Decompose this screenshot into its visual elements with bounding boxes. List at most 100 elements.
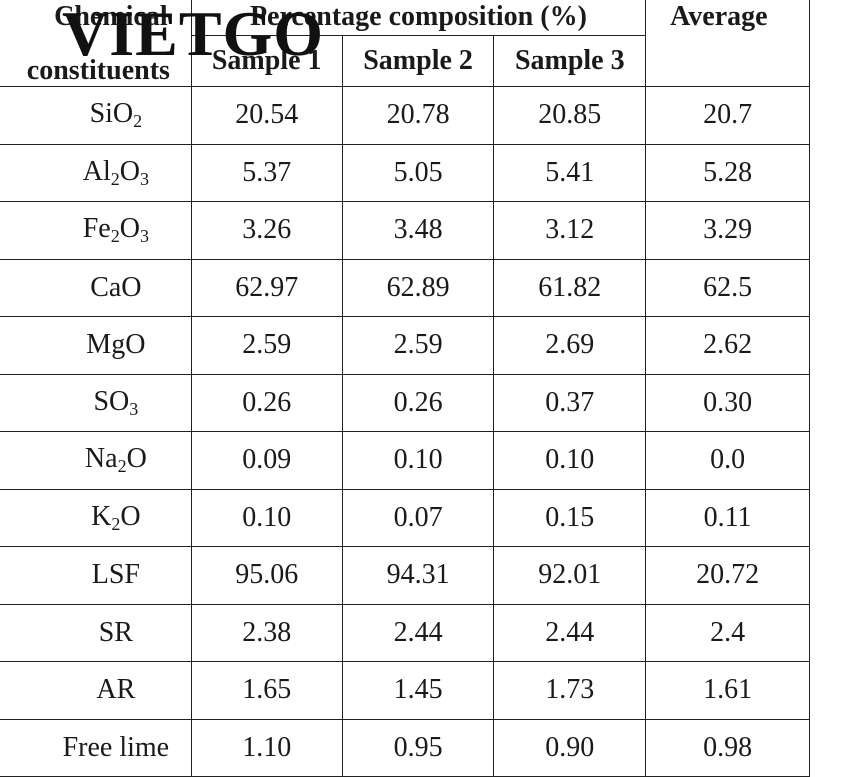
sample-value-cell: 1.45 bbox=[341, 661, 495, 720]
constituent-formula-subscript: 2 bbox=[111, 513, 121, 534]
sample-value-cell: 0.15 bbox=[493, 488, 647, 547]
sample-value-cell: 2.44 bbox=[493, 603, 647, 662]
header-chemical-constituents: Chemical constituents bbox=[0, 0, 192, 87]
sample-value-cell: 0.10 bbox=[493, 431, 647, 490]
constituent-formula-tail: O bbox=[126, 443, 147, 475]
constituent-formula-subscript: 2 bbox=[133, 111, 143, 132]
header-chemical-line1: Chemical bbox=[54, 1, 168, 32]
sample-value-cell: 3.48 bbox=[341, 201, 495, 260]
sample-value-cell: 1.10 bbox=[190, 718, 343, 777]
constituent-cell: MgO bbox=[0, 316, 192, 375]
table-row: Al2O3 5.37 5.05 5.41 5.28 bbox=[0, 143, 810, 202]
constituent-cell: Free lime bbox=[0, 718, 192, 777]
average-cell: 20.7 bbox=[645, 86, 810, 145]
average-cell: 20.72 bbox=[645, 546, 810, 605]
header-chemical-line2: constituents bbox=[26, 55, 170, 86]
constituent-formula-tail: O bbox=[120, 500, 141, 532]
sample-value-cell: 5.05 bbox=[341, 143, 495, 202]
sample-value-cell: 92.01 bbox=[493, 546, 647, 605]
sample-value-cell: 61.82 bbox=[493, 258, 647, 317]
average-cell: 1.61 bbox=[645, 661, 810, 720]
sample-value-cell: 3.26 bbox=[190, 201, 343, 260]
constituent-formula-subscript: 3 bbox=[129, 398, 139, 419]
constituent-formula-subscript: 2 bbox=[117, 456, 127, 477]
constituent-formula-base: K bbox=[91, 500, 112, 532]
table-row: CaO 62.97 62.89 61.82 62.5 bbox=[0, 258, 810, 317]
sample-value-cell: 2.59 bbox=[190, 316, 343, 375]
average-cell: 5.28 bbox=[645, 143, 810, 202]
average-cell: 2.4 bbox=[645, 603, 810, 662]
constituent-formula-base: SR bbox=[98, 616, 133, 648]
table-row: MgO 2.59 2.59 2.69 2.62 bbox=[0, 316, 810, 375]
sample-value-cell: 2.69 bbox=[493, 316, 647, 375]
header-sample-1: Sample 1 bbox=[190, 35, 343, 87]
header-average: Average bbox=[645, 0, 810, 87]
constituent-cell: AR bbox=[0, 661, 192, 720]
table-row: Fe2O3 3.26 3.48 3.12 3.29 bbox=[0, 201, 810, 260]
constituent-cell: LSF bbox=[0, 546, 192, 605]
constituent-formula-tail: O bbox=[119, 155, 140, 187]
constituent-formula-tail: O bbox=[119, 213, 140, 245]
constituent-cell: SR bbox=[0, 603, 192, 662]
constituent-cell: K2O bbox=[0, 488, 192, 547]
constituent-formula-base: CaO bbox=[90, 271, 142, 303]
average-cell: 62.5 bbox=[645, 258, 810, 317]
constituent-formula-base: Fe bbox=[82, 213, 111, 245]
sample-value-cell: 0.07 bbox=[341, 488, 495, 547]
constituent-cell: Fe2O3 bbox=[0, 201, 192, 260]
table-row: Free lime 1.10 0.95 0.90 0.98 bbox=[0, 718, 810, 777]
average-cell: 2.62 bbox=[645, 316, 810, 375]
sample-value-cell: 2.38 bbox=[190, 603, 343, 662]
constituent-formula-base: LSF bbox=[91, 559, 140, 591]
constituent-formula-subscript-2: 3 bbox=[139, 226, 149, 247]
sample-value-cell: 0.09 bbox=[190, 431, 343, 490]
sample-value-cell: 95.06 bbox=[190, 546, 343, 605]
average-cell: 3.29 bbox=[645, 201, 810, 260]
sample-value-cell: 62.89 bbox=[341, 258, 495, 317]
constituent-formula-subscript-2: 3 bbox=[139, 168, 149, 189]
sample-value-cell: 20.78 bbox=[341, 86, 495, 145]
sample-value-cell: 5.41 bbox=[493, 143, 647, 202]
table-row: SiO2 20.54 20.78 20.85 20.7 bbox=[0, 86, 810, 145]
constituent-formula-base: Al bbox=[82, 155, 111, 187]
sample-value-cell: 0.10 bbox=[190, 488, 343, 547]
header-percentage-composition: Percentage composition (%) bbox=[190, 0, 647, 36]
sample-value-cell: 0.10 bbox=[341, 431, 495, 490]
constituent-formula-base: SO bbox=[93, 385, 130, 417]
constituent-cell: Al2O3 bbox=[0, 143, 192, 202]
sample-value-cell: 1.73 bbox=[493, 661, 647, 720]
table-row: LSF 95.06 94.31 92.01 20.72 bbox=[0, 546, 810, 605]
constituent-formula-base: SiO bbox=[89, 98, 134, 130]
sample-value-cell: 62.97 bbox=[190, 258, 343, 317]
table-row: AR 1.65 1.45 1.73 1.61 bbox=[0, 661, 810, 720]
constituent-formula-base: Free lime bbox=[62, 731, 170, 763]
sample-value-cell: 20.85 bbox=[493, 86, 647, 145]
sample-value-cell: 94.31 bbox=[341, 546, 495, 605]
table-body: SiO2 20.54 20.78 20.85 20.7 Al2O3 5.37 5.05 5.41… bbox=[0, 86, 810, 777]
constituent-cell: CaO bbox=[0, 258, 192, 317]
sample-value-cell: 1.65 bbox=[190, 661, 343, 720]
header-sample-3: Sample 3 bbox=[493, 35, 647, 87]
table-row: K2O 0.10 0.07 0.15 0.11 bbox=[0, 488, 810, 547]
sample-value-cell: 2.59 bbox=[341, 316, 495, 375]
sample-value-cell: 0.90 bbox=[493, 718, 647, 777]
sample-value-cell: 0.26 bbox=[341, 373, 495, 432]
average-cell: 0.98 bbox=[645, 718, 810, 777]
sample-value-cell: 5.37 bbox=[190, 143, 343, 202]
sample-value-cell: 2.44 bbox=[341, 603, 495, 662]
sample-value-cell: 0.95 bbox=[341, 718, 495, 777]
constituent-formula-subscript: 2 bbox=[110, 226, 120, 247]
sample-value-cell: 20.54 bbox=[190, 86, 343, 145]
constituent-formula-subscript: 2 bbox=[110, 168, 120, 189]
sample-value-cell: 0.37 bbox=[493, 373, 647, 432]
average-cell: 0.0 bbox=[645, 431, 810, 490]
constituent-cell: Na2O bbox=[0, 431, 192, 490]
constituent-cell: SiO2 bbox=[0, 86, 192, 145]
composition-table: Chemical constituents Percentage composi… bbox=[0, 0, 810, 777]
constituent-formula-base: AR bbox=[96, 674, 136, 706]
constituent-formula-base: MgO bbox=[86, 329, 146, 361]
average-cell: 0.11 bbox=[645, 488, 810, 547]
sample-value-cell: 3.12 bbox=[493, 201, 647, 260]
table-row: SO3 0.26 0.26 0.37 0.30 bbox=[0, 373, 810, 432]
